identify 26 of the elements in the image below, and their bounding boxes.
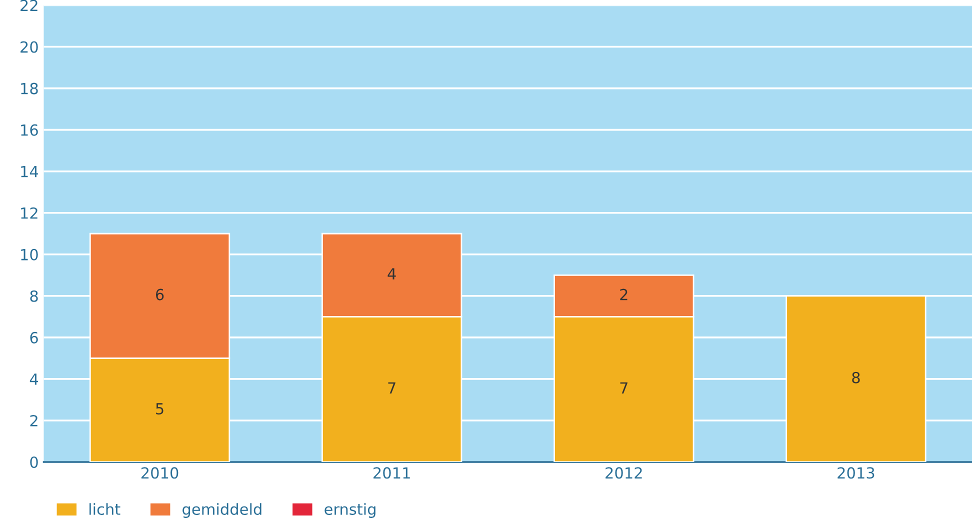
x-tick-label: 2010 [141,467,178,479]
x-tick-label: 2011 [374,467,410,479]
x-tick-label: 2013 [838,467,874,479]
legend-label: ernstig [324,503,376,518]
y-tick-label: 8 [30,290,38,302]
legend-label: licht [89,503,120,515]
y-tick-label: 20 [20,41,38,53]
y-tick-label: 18 [21,82,38,94]
y-tick-label: 0 [30,456,38,468]
y-tick-label: 6 [30,332,38,344]
data-label: 7 [620,382,628,394]
data-label: 4 [388,268,396,280]
legend-label: gemiddeld [182,503,262,518]
data-label: 8 [852,372,860,384]
y-tick-label: 10 [21,248,38,260]
data-label: 6 [156,288,164,300]
y-tick-label: 16 [21,124,38,136]
y-tick-label: 2 [30,414,38,426]
x-tick-label: 2012 [606,467,642,479]
y-tick-label: 4 [30,374,38,385]
data-label: 2 [620,288,628,300]
y-tick-label: 14 [21,166,38,178]
y-tick-label: 12 [21,207,38,219]
y-tick-label: 22 [20,0,38,12]
data-label: 7 [388,382,396,394]
data-label: 5 [156,403,164,415]
